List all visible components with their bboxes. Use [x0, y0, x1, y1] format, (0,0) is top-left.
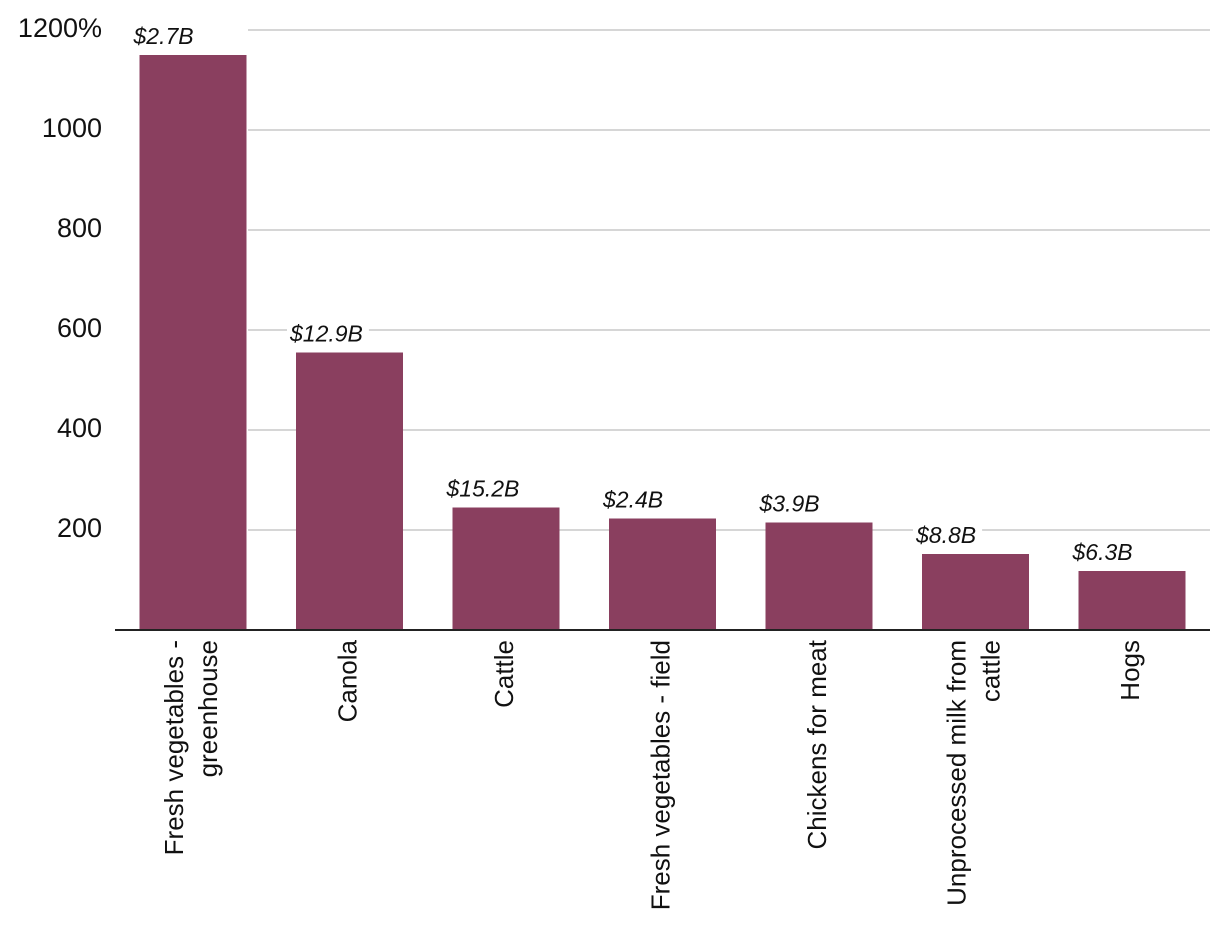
data-label: $2.4B [602, 487, 663, 513]
x-tick-label-line: greenhouse [193, 640, 223, 777]
x-tick-label: Canola [332, 639, 362, 722]
bar [765, 522, 873, 630]
x-tick-label: Unprocessed milk from cattle [941, 640, 1005, 906]
data-label: $12.9B [289, 321, 363, 347]
y-tick-label: 1200% [18, 13, 102, 43]
bar [296, 352, 403, 630]
x-tick-label-line: Unprocessed milk from [941, 640, 971, 906]
y-tick-label: 200 [57, 513, 102, 543]
data-label-backdrop [913, 520, 983, 550]
data-label-backdrop [130, 21, 200, 51]
x-tick-label: Cattle [489, 640, 519, 708]
y-tick-label: 1000 [42, 113, 102, 143]
x-tick-label: Fresh vegetables - field [645, 640, 675, 910]
x-tick-label-line: Canola [332, 639, 362, 722]
data-labels: $2.7B $12.9B $15.2B $2.4B $3.9B $8.8B $6.3B [130, 21, 1139, 567]
x-tick-label-line: cattle [975, 640, 1005, 702]
data-label: $3.9B [759, 491, 820, 517]
x-axis-ticks: Fresh vegetables - greenhouse Canola Cattle… [159, 639, 1145, 910]
bar [609, 518, 716, 630]
data-label-backdrop [1069, 537, 1139, 567]
y-tick-label: 600 [57, 313, 102, 343]
bar [452, 507, 560, 630]
data-label: $8.8B [915, 522, 976, 548]
x-tick-label-line: Chickens for meat [802, 639, 832, 849]
x-tick-label-line: Cattle [489, 640, 519, 708]
y-axis-ticks: 200 400 600 800 1000 1200% [18, 13, 102, 543]
bars [139, 55, 1186, 630]
bar [139, 55, 247, 630]
data-label-backdrop [600, 484, 670, 515]
data-label: $2.7B [133, 23, 194, 49]
data-label-backdrop [443, 473, 526, 504]
bar [922, 554, 1029, 630]
bar [1078, 571, 1186, 630]
x-tick-label-line: Fresh vegetables - field [645, 640, 675, 910]
data-label-backdrop [756, 488, 826, 519]
gridlines [248, 29, 1210, 531]
data-label: $15.2B [446, 476, 520, 502]
x-tick-label: Fresh vegetables - greenhouse [159, 640, 223, 855]
data-label: $6.3B [1072, 539, 1133, 565]
x-tick-label: Chickens for meat [802, 639, 832, 849]
x-tick-label-line: Fresh vegetables - [159, 640, 189, 855]
y-tick-label: 800 [57, 213, 102, 243]
x-tick-label: Hogs [1115, 640, 1145, 701]
y-tick-label: 400 [57, 413, 102, 443]
data-label-backdrop [287, 318, 369, 349]
x-tick-label-line: Hogs [1115, 640, 1145, 701]
